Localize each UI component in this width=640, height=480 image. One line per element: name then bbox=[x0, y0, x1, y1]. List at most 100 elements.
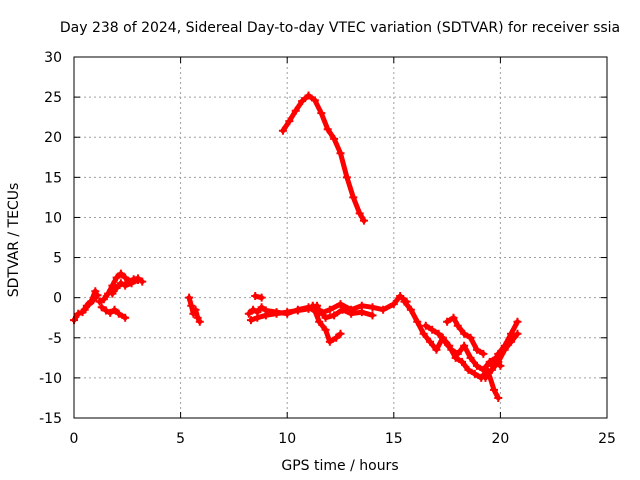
data-point bbox=[440, 337, 449, 346]
x-tick-label: 0 bbox=[70, 431, 79, 447]
data-point bbox=[298, 97, 307, 106]
data-point bbox=[472, 345, 481, 354]
data-point bbox=[458, 357, 467, 366]
data-point bbox=[507, 337, 516, 346]
y-axis-label: SDTVAR / TECUs bbox=[6, 183, 22, 298]
data-point bbox=[308, 301, 317, 310]
data-point bbox=[112, 273, 121, 282]
data-point bbox=[347, 309, 356, 318]
data-point bbox=[336, 329, 345, 338]
data-point bbox=[419, 329, 428, 338]
data-point bbox=[278, 126, 287, 135]
x-tick-label: 25 bbox=[598, 431, 616, 447]
data-point bbox=[338, 305, 347, 314]
data-point bbox=[453, 349, 462, 358]
series-track-late-e bbox=[481, 329, 522, 382]
axis-ticks: 0 5 10 15 20 25 -15 -10 -5 0 5 10 15 20 25 30 bbox=[39, 50, 616, 447]
data-point bbox=[466, 333, 475, 342]
data-point bbox=[325, 305, 334, 314]
series-line bbox=[483, 331, 520, 381]
data-point bbox=[389, 300, 398, 309]
x-tick-label: 5 bbox=[176, 431, 185, 447]
data-point bbox=[74, 309, 83, 318]
data-point bbox=[127, 279, 136, 288]
y-tick-label: -15 bbox=[39, 411, 62, 427]
data-point bbox=[481, 373, 490, 382]
data-point bbox=[479, 349, 488, 358]
chart-title: Day 238 of 2024, Sidereal Day-to-day VTE… bbox=[60, 20, 620, 36]
data-point bbox=[396, 292, 405, 301]
data-point bbox=[321, 313, 330, 322]
data-point bbox=[80, 305, 89, 314]
data-point bbox=[246, 316, 255, 325]
data-point bbox=[121, 281, 130, 290]
data-point bbox=[285, 117, 294, 126]
data-point bbox=[310, 96, 319, 105]
y-tick-label: 25 bbox=[44, 90, 62, 106]
data-point bbox=[108, 281, 117, 290]
data-point bbox=[315, 305, 324, 314]
data-point bbox=[101, 306, 110, 315]
data-point bbox=[244, 309, 253, 318]
data-point bbox=[432, 345, 441, 354]
x-axis-label: GPS time / hours bbox=[281, 458, 398, 474]
data-point bbox=[513, 329, 522, 338]
series-track-5h bbox=[185, 293, 204, 326]
data-point bbox=[121, 273, 130, 282]
data-point bbox=[304, 91, 313, 100]
y-tick-label: 15 bbox=[44, 170, 62, 186]
y-tick-label: -5 bbox=[48, 331, 62, 347]
data-point bbox=[428, 325, 437, 334]
data-point bbox=[99, 295, 108, 304]
data-point bbox=[108, 289, 117, 298]
y-tick-label: 20 bbox=[44, 130, 62, 146]
data-point bbox=[272, 309, 281, 318]
data-point bbox=[84, 300, 93, 309]
data-point bbox=[513, 317, 522, 326]
data-point bbox=[426, 337, 435, 346]
series-track-8h-c bbox=[251, 292, 266, 302]
data-point bbox=[434, 329, 443, 338]
data-point bbox=[447, 345, 456, 354]
data-point bbox=[116, 269, 125, 278]
data-point bbox=[121, 313, 130, 322]
data-point bbox=[464, 365, 473, 374]
data-point bbox=[257, 303, 266, 312]
plot-frame bbox=[73, 56, 608, 419]
data-point bbox=[283, 308, 292, 317]
data-point bbox=[336, 300, 345, 309]
data-point bbox=[133, 276, 142, 285]
data-point bbox=[304, 304, 313, 313]
data-point bbox=[449, 313, 458, 322]
data-series bbox=[70, 91, 522, 402]
grid-lines bbox=[74, 57, 607, 418]
series-line bbox=[82, 292, 100, 313]
series-track-late-b bbox=[421, 321, 505, 374]
data-point bbox=[253, 313, 262, 322]
data-point bbox=[479, 365, 488, 374]
data-point bbox=[251, 292, 260, 301]
series-track-dip bbox=[308, 301, 345, 346]
series-track-early-b bbox=[80, 291, 102, 314]
data-point bbox=[470, 369, 479, 378]
data-point bbox=[490, 385, 499, 394]
data-point bbox=[330, 311, 339, 320]
data-point bbox=[325, 337, 334, 346]
data-point bbox=[359, 216, 368, 225]
series-track-early-d bbox=[97, 303, 130, 322]
data-point bbox=[93, 291, 102, 300]
data-point bbox=[323, 125, 332, 134]
data-point bbox=[460, 329, 469, 338]
data-point bbox=[185, 293, 194, 302]
data-point bbox=[421, 321, 430, 330]
data-point bbox=[193, 313, 202, 322]
series-track-late-c bbox=[443, 313, 488, 358]
data-point bbox=[191, 305, 200, 314]
data-point bbox=[357, 308, 366, 317]
data-point bbox=[400, 297, 409, 306]
data-point bbox=[293, 306, 302, 315]
data-point bbox=[379, 305, 388, 314]
data-point bbox=[195, 317, 204, 326]
